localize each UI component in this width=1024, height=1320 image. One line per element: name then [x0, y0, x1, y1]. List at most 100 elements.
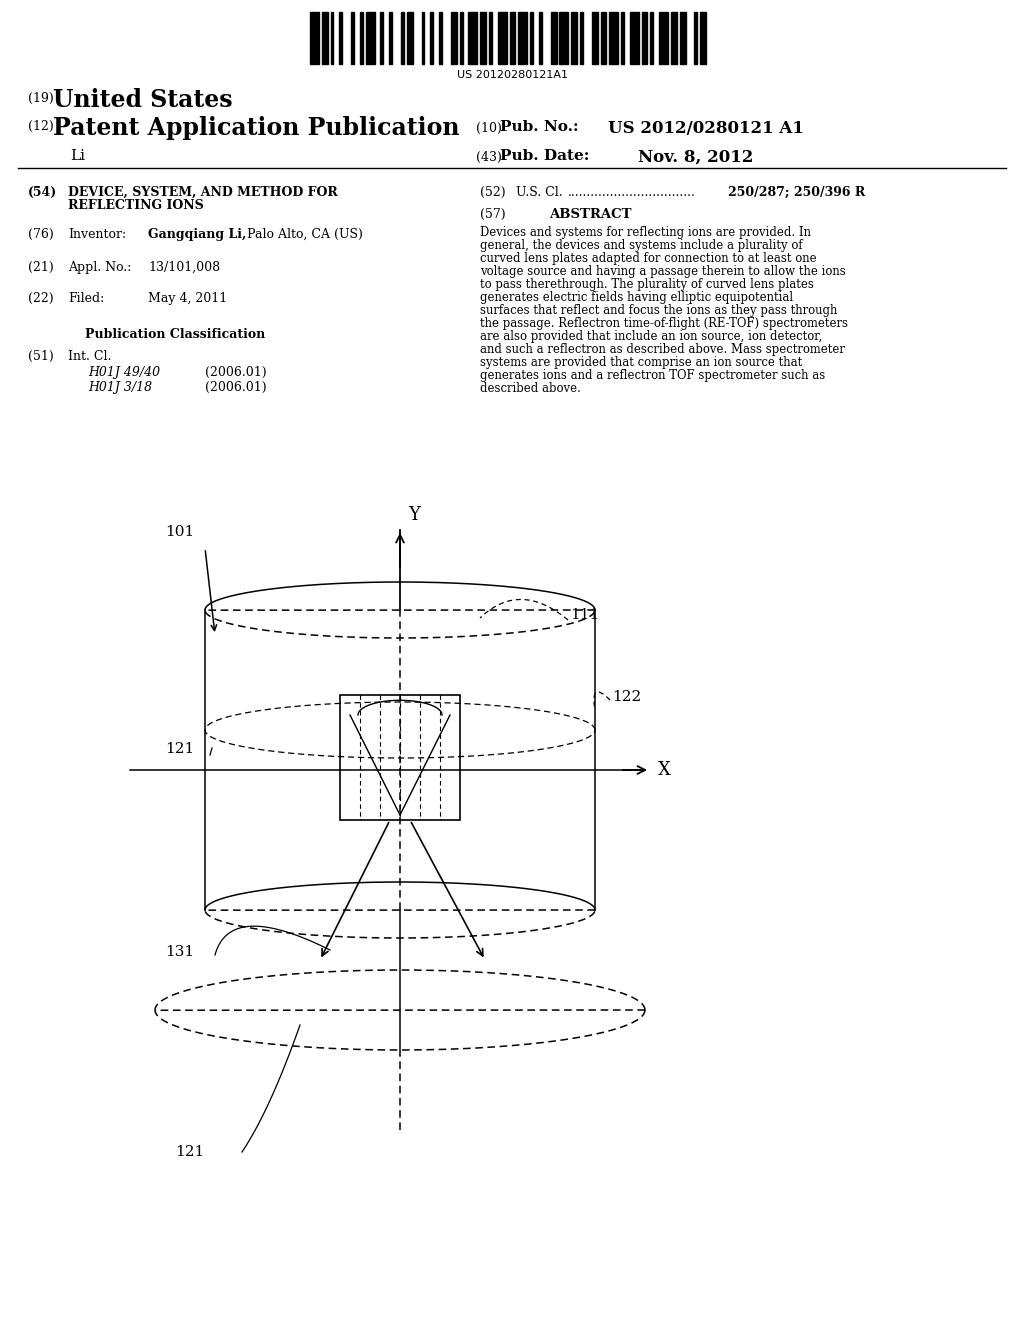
Bar — [310, 12, 318, 63]
Text: described above.: described above. — [480, 381, 581, 395]
Bar — [592, 12, 598, 63]
Bar — [680, 12, 686, 63]
Bar — [439, 12, 442, 63]
Text: (2006.01): (2006.01) — [205, 381, 266, 393]
Bar — [381, 12, 383, 63]
Text: to pass therethrough. The plurality of curved lens plates: to pass therethrough. The plurality of c… — [480, 279, 814, 290]
Text: .................................: ................................. — [568, 186, 696, 199]
Bar — [551, 12, 556, 63]
Bar — [671, 12, 677, 63]
Text: (2006.01): (2006.01) — [205, 366, 266, 379]
Text: (54): (54) — [28, 186, 57, 199]
Text: (76): (76) — [28, 228, 53, 242]
Text: 131: 131 — [165, 945, 195, 960]
Text: generates electric fields having elliptic equipotential: generates electric fields having ellipti… — [480, 290, 794, 304]
Bar — [694, 12, 697, 63]
Text: US 20120280121A1: US 20120280121A1 — [457, 70, 568, 81]
Bar — [366, 12, 375, 63]
Bar — [530, 12, 534, 63]
Text: 250/287; 250/396 R: 250/287; 250/396 R — [728, 186, 865, 199]
Text: systems are provided that comprise an ion source that: systems are provided that comprise an io… — [480, 356, 802, 370]
Bar — [351, 12, 354, 63]
Text: voltage source and having a passage therein to allow the ions: voltage source and having a passage ther… — [480, 265, 846, 279]
Text: surfaces that reflect and focus the ions as they pass through: surfaces that reflect and focus the ions… — [480, 304, 838, 317]
Text: generates ions and a reflectron TOF spectrometer such as: generates ions and a reflectron TOF spec… — [480, 370, 825, 381]
Text: 121: 121 — [175, 1144, 204, 1159]
Text: 122: 122 — [612, 690, 641, 704]
Text: Nov. 8, 2012: Nov. 8, 2012 — [638, 149, 754, 166]
Text: U.S. Cl.: U.S. Cl. — [516, 186, 562, 199]
Text: (51): (51) — [28, 350, 53, 363]
Text: 111: 111 — [570, 609, 599, 622]
Bar — [451, 12, 457, 63]
Text: United States: United States — [53, 88, 232, 112]
Text: and such a reflectron as described above. Mass spectrometer: and such a reflectron as described above… — [480, 343, 845, 356]
Bar — [539, 12, 542, 63]
Text: (12): (12) — [28, 120, 53, 133]
Text: (22): (22) — [28, 292, 53, 305]
Text: May 4, 2011: May 4, 2011 — [148, 292, 227, 305]
Bar — [389, 12, 392, 63]
Text: curved lens plates adapted for connection to at least one: curved lens plates adapted for connectio… — [480, 252, 816, 265]
Text: DEVICE, SYSTEM, AND METHOD FOR: DEVICE, SYSTEM, AND METHOD FOR — [68, 186, 338, 199]
Bar — [339, 12, 342, 63]
Text: Y: Y — [408, 506, 420, 524]
Bar — [580, 12, 583, 63]
Bar — [650, 12, 653, 63]
Text: 13/101,008: 13/101,008 — [148, 261, 220, 275]
Bar — [498, 12, 507, 63]
Bar — [359, 12, 362, 63]
Text: Palo Alto, CA (US): Palo Alto, CA (US) — [243, 228, 362, 242]
Bar — [642, 12, 647, 63]
Text: (21): (21) — [28, 261, 53, 275]
Text: REFLECTING IONS: REFLECTING IONS — [68, 199, 204, 213]
Text: (43): (43) — [476, 150, 502, 164]
Bar — [510, 12, 515, 63]
Bar — [460, 12, 463, 63]
Bar — [430, 12, 433, 63]
Text: general, the devices and systems include a plurality of: general, the devices and systems include… — [480, 239, 803, 252]
Text: X: X — [658, 762, 671, 779]
Bar — [407, 12, 413, 63]
Bar — [401, 12, 403, 63]
Text: Int. Cl.: Int. Cl. — [68, 350, 112, 363]
Bar — [322, 12, 328, 63]
Bar — [422, 12, 425, 63]
Bar — [518, 12, 527, 63]
Bar — [571, 12, 578, 63]
Text: Appl. No.:: Appl. No.: — [68, 261, 131, 275]
Text: Li: Li — [70, 149, 85, 162]
Text: H01J 3/18: H01J 3/18 — [88, 381, 153, 393]
Text: 121: 121 — [165, 742, 195, 756]
Bar — [622, 12, 624, 63]
Bar — [559, 12, 568, 63]
Text: (57): (57) — [480, 209, 506, 220]
Bar — [480, 12, 486, 63]
Bar — [331, 12, 334, 63]
Text: Pub. No.:: Pub. No.: — [500, 120, 579, 135]
Bar — [489, 12, 492, 63]
Text: (10): (10) — [476, 121, 502, 135]
Bar — [700, 12, 707, 63]
Text: Gangqiang Li,: Gangqiang Li, — [148, 228, 247, 242]
Text: US 2012/0280121 A1: US 2012/0280121 A1 — [608, 120, 804, 137]
Bar — [609, 12, 618, 63]
Text: Devices and systems for reflecting ions are provided. In: Devices and systems for reflecting ions … — [480, 226, 811, 239]
Bar — [659, 12, 668, 63]
Text: Pub. Date:: Pub. Date: — [500, 149, 590, 162]
Bar — [340, 696, 460, 820]
Bar — [600, 12, 606, 63]
Text: the passage. Reflectron time-of-flight (RE-TOF) spectrometers: the passage. Reflectron time-of-flight (… — [480, 317, 848, 330]
Text: Filed:: Filed: — [68, 292, 104, 305]
Bar — [630, 12, 639, 63]
Bar — [468, 12, 477, 63]
Text: Inventor:: Inventor: — [68, 228, 126, 242]
Text: ABSTRACT: ABSTRACT — [549, 209, 631, 220]
Text: Patent Application Publication: Patent Application Publication — [53, 116, 460, 140]
Text: are also provided that include an ion source, ion detector,: are also provided that include an ion so… — [480, 330, 822, 343]
Text: Publication Classification: Publication Classification — [85, 327, 265, 341]
Text: H01J 49/40: H01J 49/40 — [88, 366, 160, 379]
Text: 101: 101 — [165, 525, 195, 539]
Text: (19): (19) — [28, 92, 53, 106]
Text: (52): (52) — [480, 186, 506, 199]
